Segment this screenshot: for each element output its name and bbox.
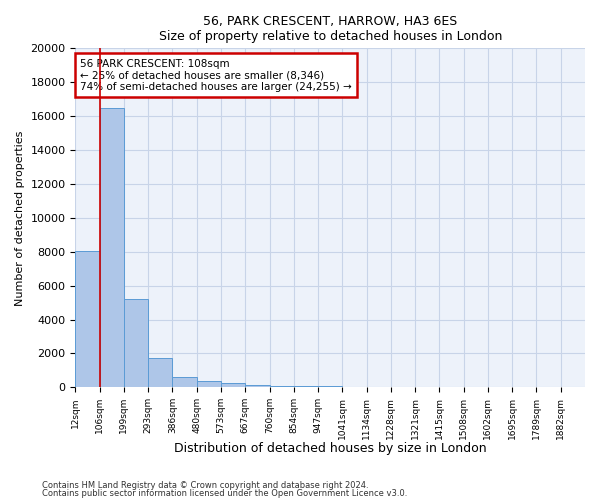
Bar (124, 299, 148, 388)
Bar (172, 377, 197, 388)
Y-axis label: Number of detached properties: Number of detached properties (15, 130, 25, 306)
Title: 56, PARK CRESCENT, HARROW, HA3 6ES
Size of property relative to detached houses : 56, PARK CRESCENT, HARROW, HA3 6ES Size … (158, 15, 502, 43)
Bar (221, 384, 245, 388)
Bar (294, 386, 318, 388)
Bar (76, 251, 100, 388)
Bar (269, 386, 294, 388)
Bar (343, 386, 367, 388)
Bar (100, 108, 124, 388)
Bar (148, 358, 172, 388)
Text: Contains HM Land Registry data © Crown copyright and database right 2024.: Contains HM Land Registry data © Crown c… (42, 480, 368, 490)
Text: 56 PARK CRESCENT: 108sqm
← 25% of detached houses are smaller (8,346)
74% of sem: 56 PARK CRESCENT: 108sqm ← 25% of detach… (80, 58, 352, 92)
Text: Contains public sector information licensed under the Open Government Licence v3: Contains public sector information licen… (42, 490, 407, 498)
Bar (318, 386, 343, 388)
Bar (197, 382, 221, 388)
Bar (367, 387, 391, 388)
Bar (391, 387, 415, 388)
X-axis label: Distribution of detached houses by size in London: Distribution of detached houses by size … (174, 442, 487, 455)
Bar (245, 385, 269, 388)
